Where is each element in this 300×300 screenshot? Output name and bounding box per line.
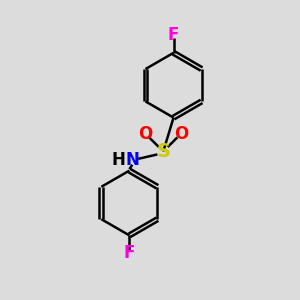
Text: O: O [174, 125, 188, 143]
Text: F: F [168, 26, 179, 44]
Text: N: N [125, 151, 139, 169]
Text: S: S [156, 142, 170, 161]
Text: H: H [112, 151, 126, 169]
Text: F: F [124, 244, 135, 262]
Text: O: O [139, 125, 153, 143]
